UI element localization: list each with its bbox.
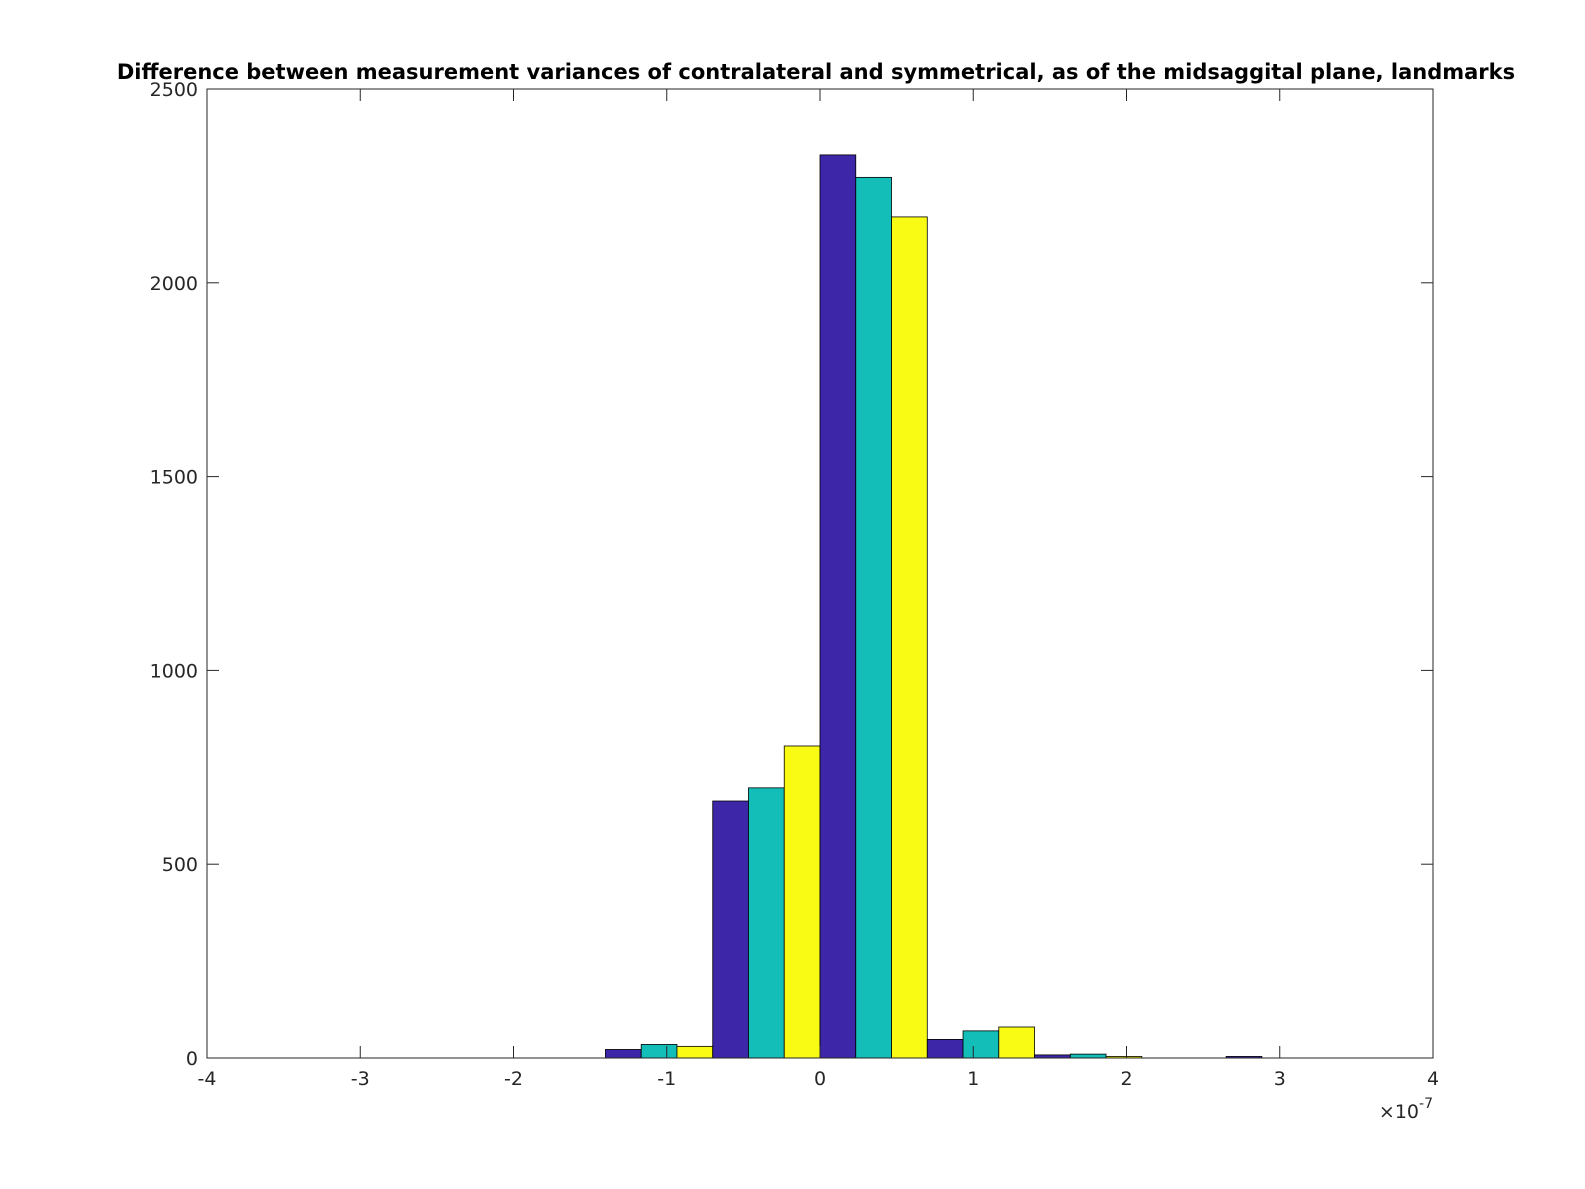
bar-series1-bin3 xyxy=(712,800,749,1059)
bar-series1-bin4 xyxy=(819,154,857,1059)
x-tick-label: -3 xyxy=(351,1068,370,1090)
bar-series2-bin6 xyxy=(1069,1053,1107,1059)
chart-title: Difference between measurement variances… xyxy=(117,60,1515,84)
bar-series3-bin3 xyxy=(783,745,821,1059)
y-tick-label: 0 xyxy=(186,1048,198,1070)
y-tick-label: 1500 xyxy=(150,467,198,489)
y-tick-label: 1000 xyxy=(150,660,198,682)
bar-series3-bin2 xyxy=(676,1045,714,1059)
x-tick-label: 4 xyxy=(1427,1068,1439,1090)
bar-series2-bin4 xyxy=(855,176,892,1059)
x-tick-label: 3 xyxy=(1274,1068,1286,1090)
x-tick-label: -2 xyxy=(504,1068,523,1090)
x-tick-label: -4 xyxy=(198,1068,217,1090)
x-axis-multiplier: ×10-7 xyxy=(1379,1096,1433,1123)
x-tick-label: 0 xyxy=(814,1068,826,1090)
y-tick-label: 2000 xyxy=(150,273,198,295)
bar-series3-bin5 xyxy=(998,1026,1035,1059)
x-tick-label: 1 xyxy=(967,1068,979,1090)
bar-series2-bin5 xyxy=(962,1030,1000,1059)
x-tick-label: 2 xyxy=(1120,1068,1132,1090)
y-tick-label: 2500 xyxy=(150,79,198,101)
y-tick-label: 500 xyxy=(162,854,198,876)
bar-series2-bin2 xyxy=(640,1044,678,1059)
bar-series1-bin5 xyxy=(926,1038,964,1059)
x-tick-label: -1 xyxy=(657,1068,676,1090)
bar-series3-bin4 xyxy=(891,216,928,1059)
bar-series2-bin3 xyxy=(748,787,785,1059)
bar-series1-bin2 xyxy=(605,1049,642,1059)
